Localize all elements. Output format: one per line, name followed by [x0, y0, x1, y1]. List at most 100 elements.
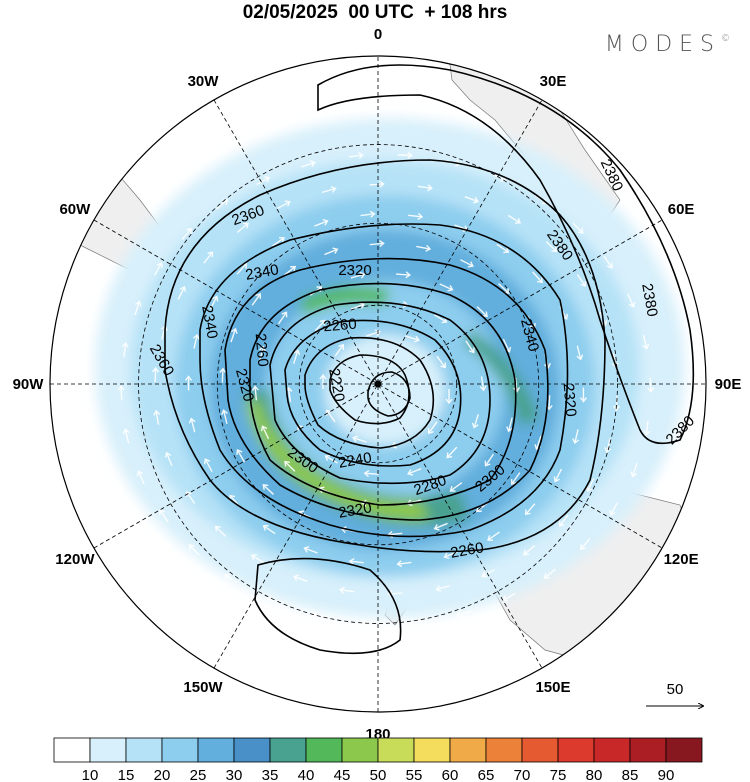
- wind-arrow-head: [484, 460, 491, 467]
- latitude-circle: [138, 144, 618, 624]
- wind-arrow: [236, 449, 246, 463]
- wind-arrow: [204, 458, 213, 472]
- wind-arrow: [230, 328, 237, 343]
- colorbar-tick-label: 30: [226, 767, 243, 782]
- wind-arrow-head: [585, 486, 593, 493]
- wind-arrow: [511, 472, 521, 485]
- wind-arrow: [177, 286, 186, 300]
- wind-arrow-head: [468, 347, 475, 354]
- wind-arrow: [123, 343, 127, 358]
- wind-arrow-head: [440, 362, 446, 369]
- wind-arrow: [603, 255, 613, 269]
- wind-arrow: [325, 455, 338, 464]
- wind-arrow-head: [536, 277, 543, 284]
- wind-arrow-head: [427, 184, 433, 192]
- wind-arrow: [314, 220, 328, 227]
- colorbar-swatch: [233, 737, 271, 763]
- wind-arrow-head: [446, 452, 453, 459]
- colorbar-tick-label: 75: [550, 767, 567, 782]
- wind-arrow-head: [352, 435, 359, 443]
- wind-arrow-head: [472, 196, 480, 204]
- wind-speed-shading: [95, 118, 685, 618]
- wind-arrow: [224, 574, 238, 584]
- wind-arrow: [261, 425, 270, 440]
- wind-arrow-head: [339, 586, 345, 594]
- colorbar-swatch: [305, 737, 343, 763]
- wind-arrow: [436, 584, 451, 591]
- wind-arrow-head: [340, 526, 347, 534]
- wind-arrow: [251, 293, 261, 306]
- wind-arrow: [535, 435, 542, 450]
- wind-arrow-head: [543, 572, 550, 579]
- longitude-label: 0: [374, 26, 382, 43]
- reference-vector-label: 50: [667, 681, 684, 698]
- colorbar-tick-label: 15: [118, 767, 135, 782]
- wind-arrow: [576, 274, 586, 287]
- wind-arrow-head: [515, 217, 522, 224]
- wind-arrow: [134, 301, 141, 316]
- wind-arrow: [606, 438, 611, 453]
- wind-arrow: [444, 551, 458, 558]
- wind-arrow-head: [290, 265, 297, 272]
- wind-arrow: [326, 410, 336, 423]
- wind-arrow-head: [524, 509, 531, 516]
- meridian-line: [213, 99, 543, 669]
- wind-arrow-head: [207, 251, 214, 258]
- wind-arrow-head: [487, 535, 494, 541]
- wind-arrow-head: [445, 398, 453, 405]
- contour-label: 2260: [252, 333, 272, 368]
- wind-arrow: [439, 283, 453, 291]
- contour-label: 2380: [638, 282, 661, 318]
- latitude-circle: [298, 304, 458, 464]
- wind-arrow-head: [506, 426, 513, 433]
- longitude-label: 150E: [535, 679, 570, 696]
- contour-label-text: 2340: [198, 304, 221, 340]
- wind-arrow: [353, 437, 367, 443]
- wind-arrow-head: [433, 524, 440, 531]
- wind-arrow: [397, 561, 412, 565]
- colorbar-swatch: [161, 737, 199, 763]
- wind-arrow-head: [236, 448, 243, 456]
- wind-arrow-head: [580, 280, 587, 287]
- contour-label-text: 2260: [449, 539, 485, 562]
- wind-arrow: [408, 214, 423, 218]
- longitude-label: 30E: [540, 73, 567, 90]
- wind-arrow-head: [309, 160, 316, 167]
- wind-arrow-head: [482, 311, 488, 318]
- colorbar-tick-label: 25: [190, 767, 207, 782]
- south-pole-marker: [374, 380, 382, 388]
- wind-arrow-head: [609, 509, 616, 516]
- contour-label-text: 2240: [337, 449, 373, 472]
- wind-arrow-head: [251, 385, 259, 392]
- wind-arrow: [263, 525, 276, 535]
- wind-arrow-head: [358, 151, 364, 160]
- colorbar-swatch: [521, 737, 559, 763]
- wind-arrow: [498, 283, 510, 294]
- wind-arrow-head: [441, 317, 448, 324]
- latitude-circle: [216, 222, 540, 546]
- wind-arrow: [301, 161, 315, 168]
- colorbar-tick-label: 20: [154, 767, 171, 782]
- wind-arrow-head: [151, 366, 160, 373]
- wind-arrow: [188, 544, 200, 556]
- wind-arrow: [450, 482, 463, 492]
- longitude-label: 30W: [188, 73, 220, 90]
- wind-arrow-head: [324, 454, 331, 461]
- wind-arrow: [480, 376, 485, 391]
- wind-arrow-head: [164, 451, 172, 458]
- wind-arrow: [446, 446, 458, 458]
- height-contours: [164, 64, 695, 655]
- wind-arrow-head: [407, 151, 413, 159]
- wind-arrow-head: [262, 484, 269, 490]
- wind-arrow-head: [318, 486, 325, 493]
- wind-arrow: [266, 597, 280, 605]
- wind-arrow: [523, 545, 536, 556]
- wind-arrow: [193, 334, 198, 349]
- wind-arrow: [293, 575, 308, 582]
- contour-label-text: 2320: [337, 499, 373, 522]
- wind-arrow: [416, 245, 431, 250]
- wind-arrow: [348, 154, 363, 158]
- wind-arrow: [236, 263, 247, 275]
- wind-arrow-head: [413, 335, 420, 343]
- wind-arrow-head: [122, 428, 130, 435]
